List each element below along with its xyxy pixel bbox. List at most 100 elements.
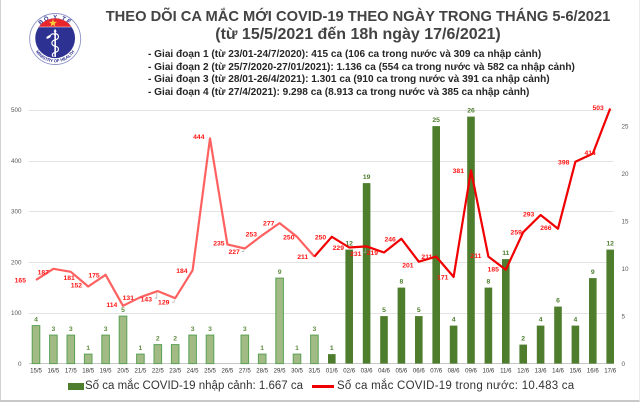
svg-text:250: 250 xyxy=(283,234,295,241)
svg-text:266: 266 xyxy=(540,225,552,232)
svg-text:200: 200 xyxy=(11,259,22,266)
svg-text:19/5: 19/5 xyxy=(100,368,112,375)
svg-text:414: 414 xyxy=(584,150,596,157)
svg-text:25/5: 25/5 xyxy=(204,368,216,375)
svg-text:1: 1 xyxy=(260,345,264,352)
svg-text:250: 250 xyxy=(315,234,327,241)
svg-text:503: 503 xyxy=(592,105,604,112)
svg-text:25: 25 xyxy=(622,123,630,130)
svg-text:1: 1 xyxy=(330,345,334,352)
svg-text:29/5: 29/5 xyxy=(274,368,286,375)
svg-text:235: 235 xyxy=(213,240,225,247)
svg-text:219: 219 xyxy=(367,250,379,257)
svg-text:1: 1 xyxy=(295,345,299,352)
svg-text:1: 1 xyxy=(86,345,90,352)
svg-text:11/6: 11/6 xyxy=(500,368,512,375)
svg-text:500: 500 xyxy=(11,107,22,114)
svg-text:9: 9 xyxy=(278,269,282,276)
svg-text:246: 246 xyxy=(384,236,396,243)
svg-text:231: 231 xyxy=(350,251,362,258)
svg-text:02/6: 02/6 xyxy=(343,368,355,375)
svg-text:22/5: 22/5 xyxy=(152,368,164,375)
svg-text:444: 444 xyxy=(193,134,205,141)
svg-text:28/5: 28/5 xyxy=(256,368,268,375)
svg-text:12/6: 12/6 xyxy=(517,368,529,375)
svg-text:143: 143 xyxy=(141,297,153,304)
svg-text:31/5: 31/5 xyxy=(308,368,320,375)
svg-text:4: 4 xyxy=(539,316,543,323)
svg-text:3: 3 xyxy=(69,326,73,333)
svg-text:211: 211 xyxy=(421,254,432,261)
svg-text:201: 201 xyxy=(402,262,414,269)
svg-text:293: 293 xyxy=(523,211,535,218)
svg-text:2: 2 xyxy=(521,335,525,342)
svg-text:2: 2 xyxy=(156,335,160,342)
svg-text:6: 6 xyxy=(556,297,560,304)
svg-text:12: 12 xyxy=(345,240,353,247)
svg-text:13/6: 13/6 xyxy=(535,368,547,375)
svg-text:100: 100 xyxy=(11,310,22,317)
svg-text:15/6: 15/6 xyxy=(569,368,581,375)
svg-text:8: 8 xyxy=(400,278,404,285)
svg-text:114: 114 xyxy=(106,302,117,309)
svg-text:19: 19 xyxy=(363,174,371,181)
svg-text:11: 11 xyxy=(502,250,509,257)
svg-text:5: 5 xyxy=(382,307,386,314)
svg-text:17/6: 17/6 xyxy=(604,368,616,375)
svg-text:181: 181 xyxy=(63,275,75,282)
svg-text:27/5: 27/5 xyxy=(239,368,251,375)
svg-text:3: 3 xyxy=(191,326,195,333)
svg-text:175: 175 xyxy=(88,272,100,279)
svg-text:129: 129 xyxy=(158,299,170,306)
svg-text:253: 253 xyxy=(246,231,258,238)
svg-text:14/6: 14/6 xyxy=(552,368,564,375)
svg-text:16/6: 16/6 xyxy=(587,368,599,375)
svg-text:04/6: 04/6 xyxy=(378,368,390,375)
svg-text:25: 25 xyxy=(432,117,440,124)
svg-text:8: 8 xyxy=(487,278,491,285)
svg-text:0: 0 xyxy=(622,361,626,368)
svg-text:9: 9 xyxy=(591,269,595,276)
svg-text:06/6: 06/6 xyxy=(413,368,425,375)
svg-text:398: 398 xyxy=(558,159,570,166)
svg-text:12: 12 xyxy=(606,240,614,247)
svg-text:184: 184 xyxy=(176,268,188,275)
svg-text:3: 3 xyxy=(208,326,212,333)
svg-text:131: 131 xyxy=(123,295,135,302)
svg-text:30/5: 30/5 xyxy=(291,368,303,375)
svg-text:400: 400 xyxy=(11,158,22,165)
svg-text:4: 4 xyxy=(34,316,38,323)
svg-text:20: 20 xyxy=(622,171,630,178)
svg-text:0: 0 xyxy=(18,361,22,368)
svg-text:187: 187 xyxy=(38,269,50,276)
svg-text:165: 165 xyxy=(15,278,27,285)
svg-text:16/5: 16/5 xyxy=(47,368,59,375)
svg-text:211: 211 xyxy=(470,253,481,260)
svg-text:3: 3 xyxy=(52,326,56,333)
svg-text:21/5: 21/5 xyxy=(134,368,146,375)
svg-text:3: 3 xyxy=(313,326,317,333)
svg-text:152: 152 xyxy=(71,282,83,289)
svg-text:10: 10 xyxy=(622,266,630,273)
svg-text:3: 3 xyxy=(243,326,247,333)
svg-text:10/6: 10/6 xyxy=(482,368,494,375)
svg-text:20/5: 20/5 xyxy=(117,368,129,375)
svg-text:211: 211 xyxy=(297,254,308,261)
svg-text:15: 15 xyxy=(622,218,630,225)
svg-text:3: 3 xyxy=(104,326,108,333)
svg-text:171: 171 xyxy=(437,275,449,282)
svg-text:24/5: 24/5 xyxy=(187,368,199,375)
svg-text:03/6: 03/6 xyxy=(361,368,373,375)
svg-text:17/5: 17/5 xyxy=(65,368,77,375)
svg-text:26: 26 xyxy=(467,107,475,114)
svg-text:09/6: 09/6 xyxy=(465,368,477,375)
svg-text:4: 4 xyxy=(574,316,578,323)
svg-text:26/5: 26/5 xyxy=(221,368,233,375)
svg-text:2: 2 xyxy=(173,335,177,342)
svg-text:229: 229 xyxy=(333,245,345,252)
svg-text:5: 5 xyxy=(417,307,421,314)
svg-text:300: 300 xyxy=(11,209,22,216)
svg-text:5: 5 xyxy=(622,313,626,320)
svg-text:01/6: 01/6 xyxy=(326,368,338,375)
svg-text:185: 185 xyxy=(488,267,500,274)
